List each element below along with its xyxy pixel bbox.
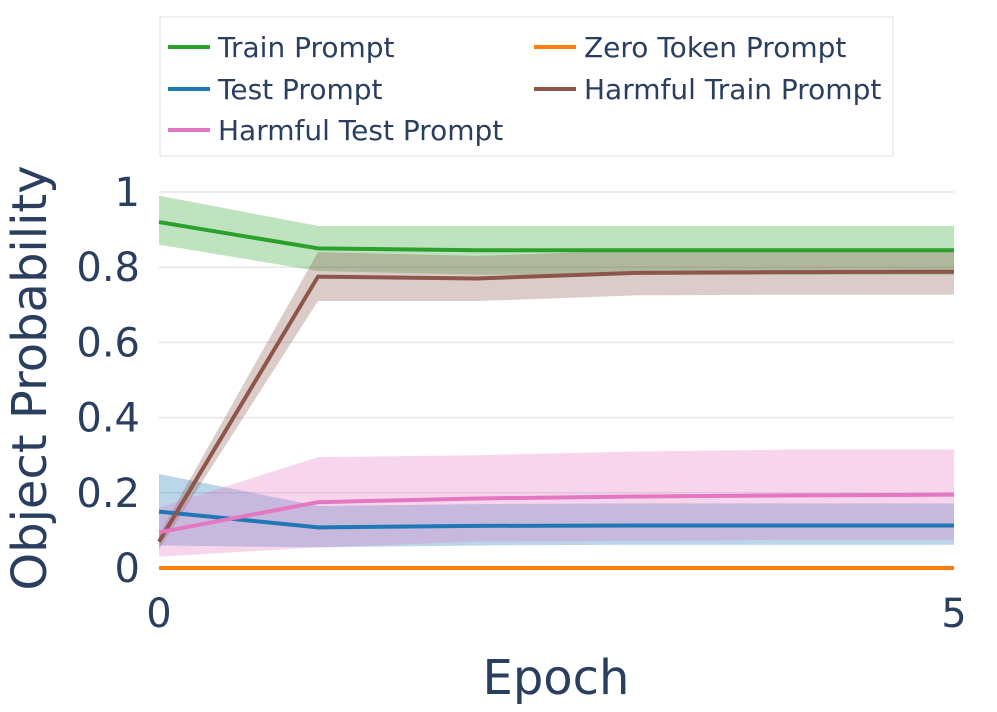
series-line-test-prompt	[158, 509, 954, 530]
series-line-harmful-test-prompt	[158, 492, 955, 535]
x-axis-title: Epoch	[483, 650, 630, 706]
legend-label-test-prompt: Test Prompt	[217, 73, 383, 106]
y-tick-label: 0	[115, 546, 140, 592]
legend-label-harmful-test-prompt: Harmful Test Prompt	[218, 114, 503, 147]
band-harmful-train-prompt	[159, 249, 954, 550]
y-tick-label: 0.4	[76, 396, 140, 442]
legend-box	[159, 16, 894, 157]
x-tick-label: 5	[941, 591, 966, 637]
y-tick-label: 0.2	[76, 471, 140, 517]
y-tick-label: 0.8	[76, 245, 140, 291]
y-tick-label: 0.6	[76, 320, 140, 366]
series-line-train-prompt	[158, 220, 954, 253]
x-tick-label: 0	[146, 591, 171, 637]
series-lines	[157, 220, 955, 570]
y-tick-labels: 0 0.2 0.4 0.6 0.8 1	[76, 170, 140, 592]
y-axis-title: Object Probability	[2, 165, 58, 590]
gridlines	[159, 191, 954, 494]
series-line-harmful-train-prompt	[157, 269, 955, 543]
legend-label-train-prompt: Train Prompt	[217, 31, 395, 64]
band-train-prompt	[159, 195, 954, 275]
legend: Train Prompt Zero Token Prompt Test Prompt…	[159, 16, 894, 157]
legend-label-harmful-train-prompt: Harmful Train Prompt	[584, 73, 881, 106]
legend-label-zero-token-prompt: Zero Token Prompt	[584, 31, 846, 64]
band-harmful-test-prompt	[159, 449, 954, 557]
y-tick-label: 1	[115, 170, 140, 216]
